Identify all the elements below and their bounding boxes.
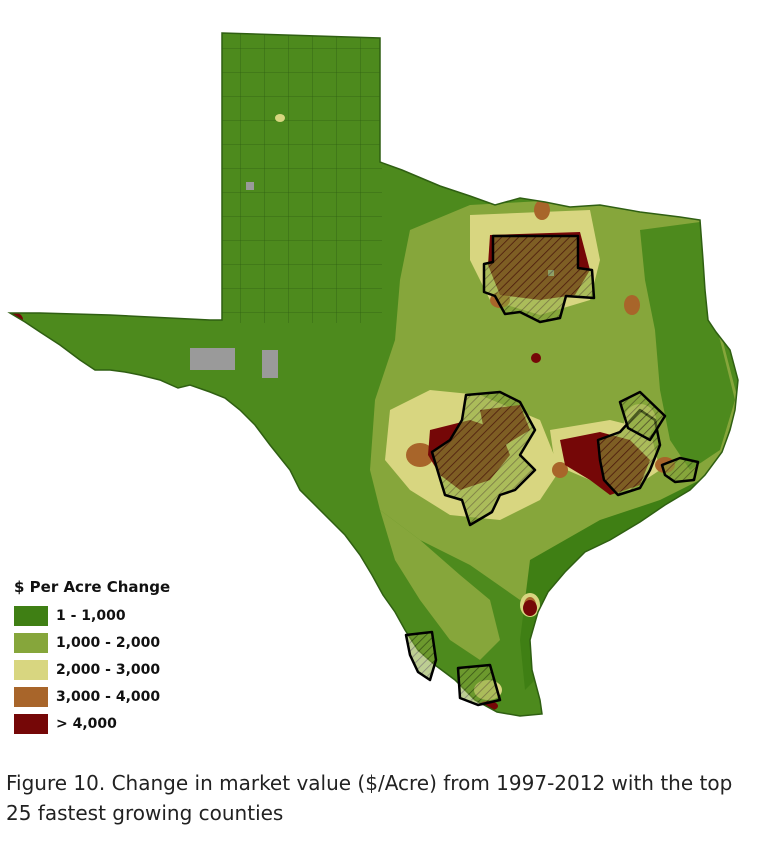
legend-item: 1 - 1,000 <box>14 602 204 629</box>
legend-item: 3,000 - 4,000 <box>14 683 204 710</box>
figure-caption: Figure 10. Change in market value ($/Acr… <box>6 771 733 825</box>
legend-item: 2,000 - 3,000 <box>14 656 204 683</box>
texas-county-map <box>9 32 739 717</box>
no-data-counties <box>190 182 554 378</box>
legend-label-1: 1 - 1,000 <box>56 607 126 624</box>
hidalgo-cameron-counties <box>456 663 502 707</box>
south-texas-belt <box>380 510 500 660</box>
legend-title: $ Per Acre Change <box>14 578 171 596</box>
galveston-chambers-counties <box>660 456 700 484</box>
legend-label-5: > 4,000 <box>56 715 117 732</box>
map-legend: $ Per Acre Change 1 - 1,000 1,000 - 2,00… <box>14 578 204 737</box>
montgomery-county <box>618 390 667 442</box>
panhandle-county-grid <box>222 33 382 323</box>
legend-swatch-1 <box>14 605 48 626</box>
central-texas-block <box>430 390 537 527</box>
east-texas-darker <box>640 222 735 470</box>
fastest-growing-counties <box>404 234 700 707</box>
legend-label-4: 3,000 - 4,000 <box>56 688 161 705</box>
legend-swatch-2 <box>14 632 48 653</box>
legend-item: 1,000 - 2,000 <box>14 629 204 656</box>
dfw-county-block <box>482 234 596 324</box>
legend-label-3: 2,000 - 3,000 <box>56 661 161 678</box>
legend-swatch-4 <box>14 686 48 707</box>
webb-county-area <box>404 630 438 682</box>
legend-item: > 4,000 <box>14 710 204 737</box>
legend-swatch-3 <box>14 659 48 680</box>
legend-label-2: 1,000 - 2,000 <box>56 634 161 651</box>
legend-swatch-5 <box>14 713 48 734</box>
